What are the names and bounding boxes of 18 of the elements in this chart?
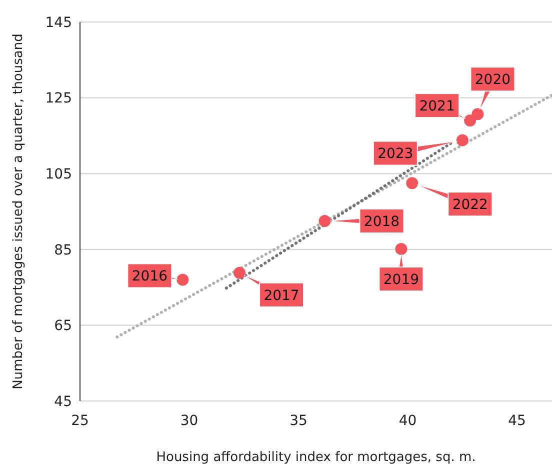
x-tick-label: 30: [180, 413, 198, 429]
y-axis-title: Number of mortgages issued over a quarter, thousand: [11, 34, 26, 390]
annotation: 2019: [383, 272, 420, 288]
y-tick-label: 85: [54, 242, 72, 258]
x-tick-label: 45: [508, 413, 526, 429]
y-tick-label: 105: [45, 166, 72, 182]
annotation: 2017: [264, 288, 300, 304]
y-tick-label: 125: [45, 90, 72, 107]
x-tick-label: 40: [398, 413, 417, 429]
x-tick-label: 35: [290, 413, 308, 429]
annotation: 2021: [419, 98, 455, 114]
annotation: 2018: [364, 214, 400, 230]
y-tick-label: 45: [54, 394, 72, 410]
x-tick-label: 25: [71, 413, 89, 429]
y-tick-label: 65: [54, 318, 72, 334]
y-tick-label: 145: [45, 14, 72, 31]
x-axis-title: Housing affordability index for mortgages, sq. m.: [156, 450, 476, 465]
annotation: 2020: [474, 72, 511, 88]
